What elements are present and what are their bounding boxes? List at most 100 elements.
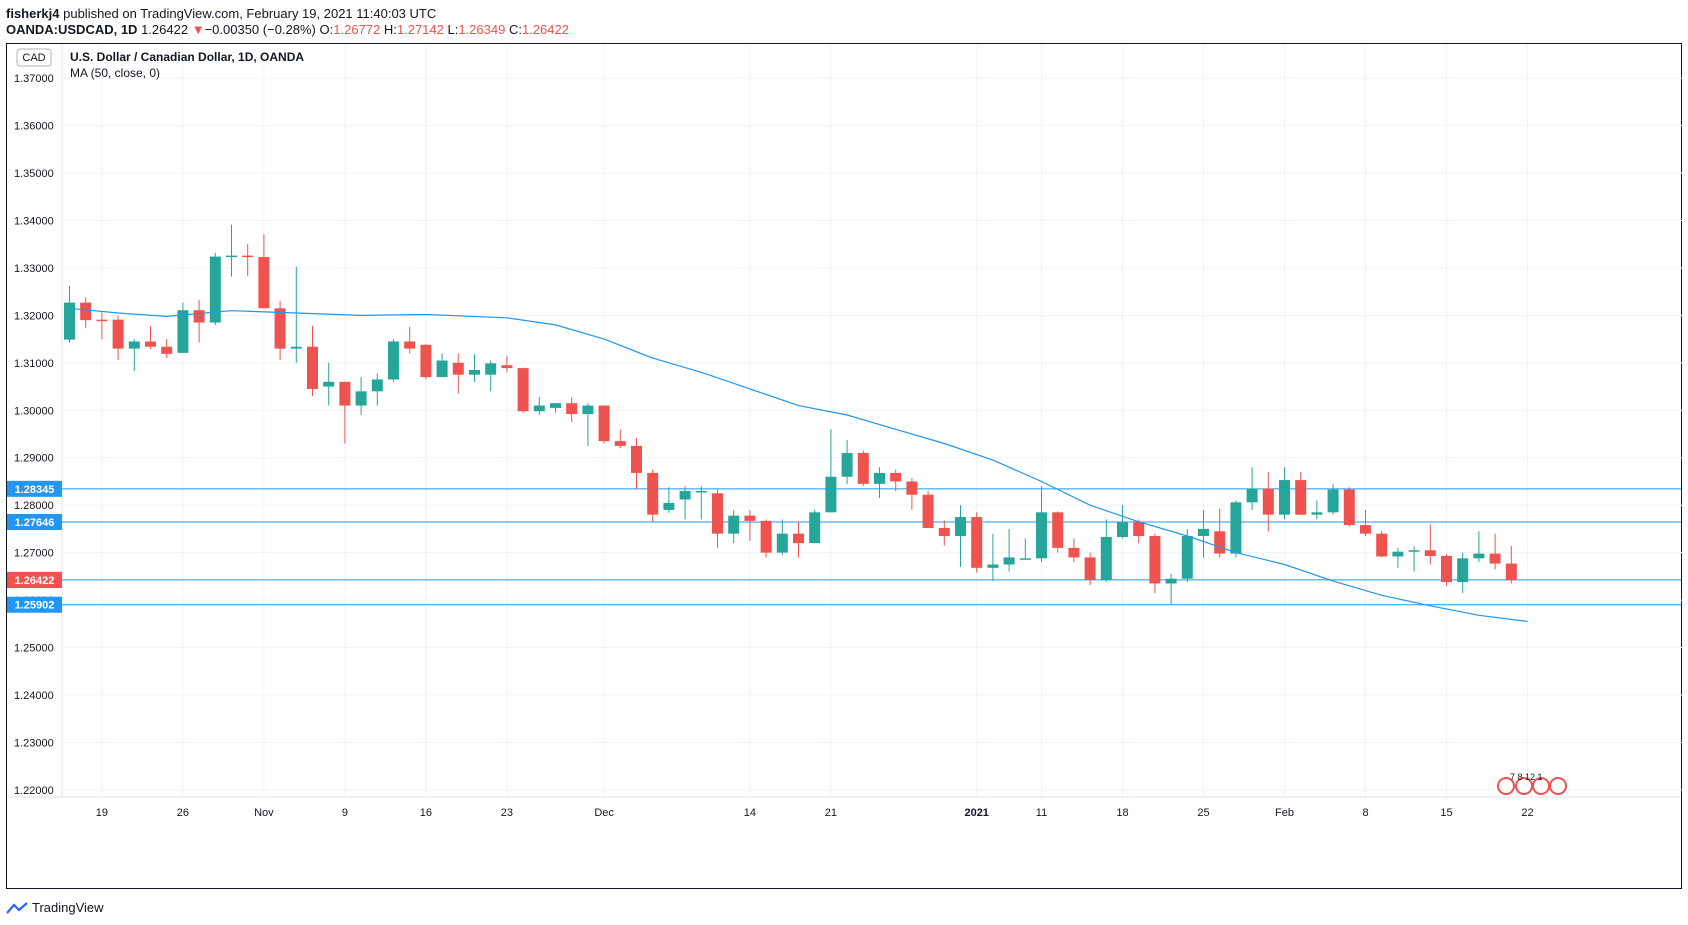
candle <box>501 355 513 373</box>
candle-body <box>1441 555 1452 583</box>
candle <box>1181 528 1193 583</box>
x-tick-label: 9 <box>342 807 348 819</box>
candle-body <box>566 403 578 415</box>
low-label: L: <box>447 22 459 37</box>
candle-body <box>971 517 983 568</box>
currency-badge[interactable] <box>16 48 52 67</box>
candle <box>728 509 740 544</box>
candle <box>1295 471 1307 515</box>
candle <box>404 326 416 354</box>
chart-frame[interactable] <box>6 43 1682 889</box>
author-name[interactable]: fisherkj4 <box>6 6 60 21</box>
candle-body <box>1360 525 1371 534</box>
footer-brand[interactable]: TradingView <box>32 900 104 915</box>
candle <box>1473 531 1485 563</box>
candle-body <box>857 453 869 484</box>
candle-body <box>177 310 189 353</box>
candle-body <box>874 472 885 484</box>
candle-body <box>582 405 594 415</box>
candle <box>1441 554 1452 586</box>
candle <box>1343 487 1355 527</box>
candle-body <box>436 360 448 378</box>
candle <box>258 234 270 309</box>
candle <box>226 224 237 277</box>
y-tick-label: 1.34000 <box>14 216 54 228</box>
candle <box>1392 547 1404 568</box>
x-tick-label: 11 <box>1036 807 1047 819</box>
publisher-bar: fisherkj4 published on TradingView.com, … <box>6 6 436 21</box>
candle <box>906 478 918 510</box>
candle-body <box>1327 489 1339 513</box>
candle <box>1311 500 1323 520</box>
candle <box>1036 486 1047 563</box>
candle-body <box>1084 557 1096 580</box>
candle-body <box>323 381 335 387</box>
candle-body <box>1036 512 1047 559</box>
candle-body <box>404 341 416 349</box>
candle-body <box>598 405 610 442</box>
candle <box>1457 552 1469 593</box>
x-tick-label: 22 <box>1521 807 1533 819</box>
candle <box>1424 524 1436 565</box>
candle <box>1133 519 1145 544</box>
candle-body <box>987 564 999 568</box>
candle-body <box>1295 480 1307 515</box>
candle-body <box>1489 553 1501 564</box>
x-tick-label: 26 <box>177 807 189 819</box>
candle <box>1262 471 1274 532</box>
candle <box>1003 528 1015 572</box>
candle-body <box>663 502 675 510</box>
candle <box>1214 508 1226 558</box>
candle <box>1279 467 1290 520</box>
candle-body <box>242 255 254 258</box>
candle-body <box>695 490 707 493</box>
x-tick-label: Nov <box>254 807 274 819</box>
candle-body <box>501 365 513 369</box>
x-tick-label: 21 <box>825 807 837 819</box>
price-tag <box>7 480 62 497</box>
candle <box>323 362 335 406</box>
us-flag-icon[interactable] <box>1497 777 1515 795</box>
ca-flag-icon[interactable] <box>1549 777 1567 795</box>
candle-body <box>485 363 497 375</box>
candle-body <box>1505 563 1517 581</box>
price-tag-label: 1.27646 <box>15 517 55 529</box>
open-value: 1.26772 <box>333 22 381 37</box>
candle <box>663 487 675 513</box>
candle-body <box>1165 578 1177 584</box>
candle-body <box>1198 528 1209 537</box>
candle <box>744 509 756 541</box>
candle-body <box>128 341 140 349</box>
candle-body <box>712 493 723 534</box>
candle <box>64 285 75 343</box>
candle-body <box>776 533 788 553</box>
candle <box>938 520 950 546</box>
candle <box>566 397 578 423</box>
y-tick-label: 1.29000 <box>14 453 54 465</box>
candle-body <box>922 494 934 528</box>
candle <box>922 490 934 528</box>
candle <box>485 360 497 392</box>
candle <box>1149 533 1161 593</box>
candle-body <box>258 257 270 309</box>
price-tag <box>7 596 62 613</box>
price-tag-label: 1.26422 <box>15 575 55 587</box>
candle <box>355 377 367 416</box>
high-label: H: <box>383 22 397 37</box>
candle-body <box>1068 547 1080 558</box>
candle-body <box>550 403 561 408</box>
candle <box>1376 531 1388 558</box>
candle-body <box>193 310 205 323</box>
candle-body <box>1052 512 1064 548</box>
candle-body <box>1100 536 1112 580</box>
change-down-icon: ▼ <box>191 22 205 37</box>
candle-body <box>938 527 950 537</box>
candle-body <box>1181 536 1193 579</box>
candle-body <box>307 346 318 389</box>
candle-body <box>517 368 529 412</box>
candle-body <box>1117 521 1128 537</box>
y-tick-label: 1.33000 <box>14 263 54 275</box>
candle-body <box>1408 550 1420 552</box>
y-tick-label: 1.35000 <box>14 168 54 180</box>
